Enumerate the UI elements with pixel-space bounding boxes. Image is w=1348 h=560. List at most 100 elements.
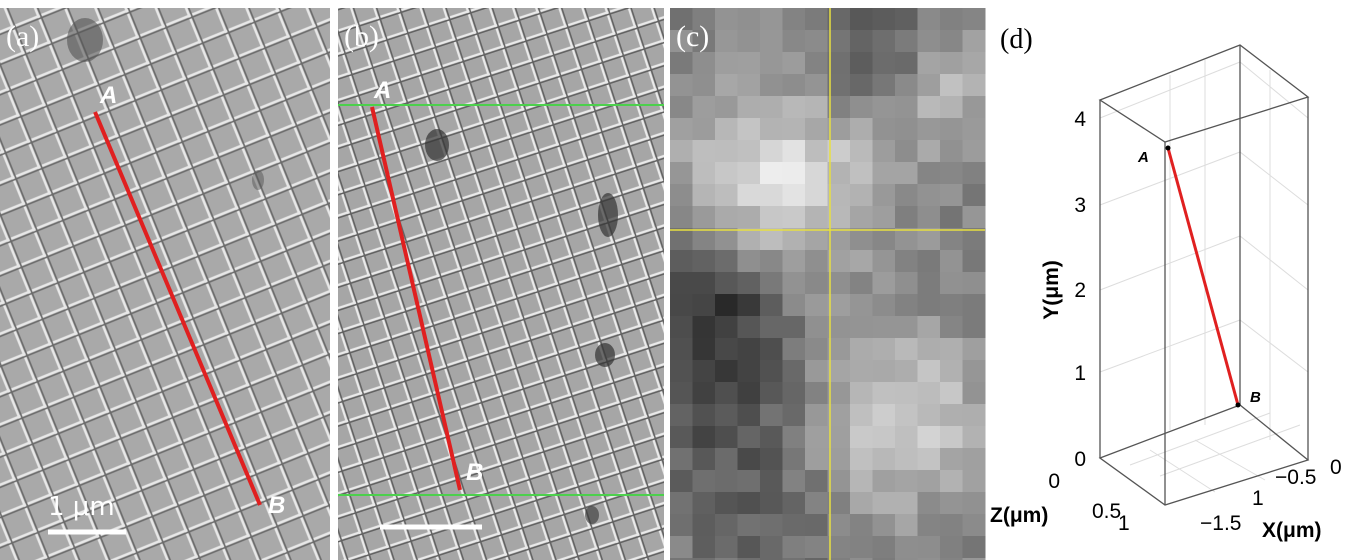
- pixel: [940, 316, 963, 339]
- pixel: [760, 536, 783, 559]
- pixel: [805, 514, 828, 537]
- pixel: [940, 470, 963, 493]
- pixel: [873, 272, 896, 295]
- pixel: [805, 492, 828, 515]
- pixel: [873, 74, 896, 97]
- pixel: [963, 118, 986, 141]
- pixel: [963, 316, 986, 339]
- pixel: [693, 448, 716, 471]
- pixel: [963, 8, 986, 31]
- pixel: [918, 448, 941, 471]
- panel-label: (c): [676, 20, 709, 53]
- pixel: [940, 382, 963, 405]
- shape: [252, 170, 264, 190]
- pixel: [918, 184, 941, 207]
- pixel: [783, 448, 806, 471]
- point-label: B: [466, 459, 483, 486]
- pixel: [738, 272, 761, 295]
- pixel: [760, 8, 783, 31]
- pixel: [738, 162, 761, 185]
- pixel: [783, 470, 806, 493]
- pixel: [693, 118, 716, 141]
- pixel: [760, 492, 783, 515]
- pixel: [873, 514, 896, 537]
- y-tick-label: 2: [1074, 279, 1086, 302]
- x-tick-label: −0.5: [1275, 466, 1316, 489]
- pixel: [760, 338, 783, 361]
- pixel: [850, 96, 873, 119]
- pixel: [940, 272, 963, 295]
- pixel: [963, 360, 986, 383]
- pixel: [783, 338, 806, 361]
- pixel: [783, 30, 806, 53]
- shape: [1100, 62, 1308, 372]
- pixel: [783, 162, 806, 185]
- pixel: [670, 52, 693, 75]
- pixel: [670, 118, 693, 141]
- pixel: [670, 360, 693, 383]
- pixel: [828, 140, 851, 163]
- pixel: [805, 228, 828, 251]
- pixel: [783, 118, 806, 141]
- pixel: [873, 448, 896, 471]
- pixel: [963, 228, 986, 251]
- pixel: [850, 228, 873, 251]
- pixel: [895, 272, 918, 295]
- pixel: [850, 140, 873, 163]
- pixel: [783, 426, 806, 449]
- pixel: [760, 184, 783, 207]
- pixel: [693, 404, 716, 427]
- pixel: [828, 536, 851, 559]
- pixel: [940, 140, 963, 163]
- pixel: [805, 118, 828, 141]
- pixel: [738, 118, 761, 141]
- pixel: [805, 272, 828, 295]
- pixel: [783, 536, 806, 559]
- pixel: [670, 338, 693, 361]
- pixel: [670, 184, 693, 207]
- pixel: [873, 96, 896, 119]
- pixel: [670, 316, 693, 339]
- pixel: [828, 514, 851, 537]
- pixel: [850, 470, 873, 493]
- pixel: [963, 492, 986, 515]
- pixel: [738, 448, 761, 471]
- pixel: [895, 184, 918, 207]
- page: (a) A B 1 μm (b) A B (c) (d): [0, 0, 1348, 560]
- pixel: [783, 316, 806, 339]
- pixel: [873, 470, 896, 493]
- pixel: [715, 206, 738, 229]
- pixel: [850, 404, 873, 427]
- figure: (a) A B 1 μm (b) A B (c) (d): [0, 0, 1348, 560]
- pixel: [918, 250, 941, 273]
- pixel: [760, 74, 783, 97]
- pixel: [783, 404, 806, 427]
- y-tick-label: 4: [1074, 108, 1086, 131]
- pixel: [895, 360, 918, 383]
- pixel: [918, 294, 941, 317]
- pixel: [873, 30, 896, 53]
- pixel: [670, 228, 693, 251]
- pixel: [828, 360, 851, 383]
- pixel: [693, 74, 716, 97]
- pixel: [895, 404, 918, 427]
- pixel: [805, 96, 828, 119]
- pixel: [963, 404, 986, 427]
- pixel: [738, 514, 761, 537]
- pixel: [918, 30, 941, 53]
- pixel: [895, 140, 918, 163]
- pixel: [873, 404, 896, 427]
- pixel: [738, 536, 761, 559]
- pixel: [715, 514, 738, 537]
- shape: [585, 506, 599, 524]
- pixel: [850, 184, 873, 207]
- pixel: [918, 316, 941, 339]
- pixel: [873, 228, 896, 251]
- pixel: [963, 30, 986, 53]
- pixel: [805, 74, 828, 97]
- pixel: [693, 140, 716, 163]
- pixel: [715, 228, 738, 251]
- y-axis-label: Y(μm): [1040, 260, 1063, 320]
- pixel: [783, 250, 806, 273]
- pixel: [918, 382, 941, 405]
